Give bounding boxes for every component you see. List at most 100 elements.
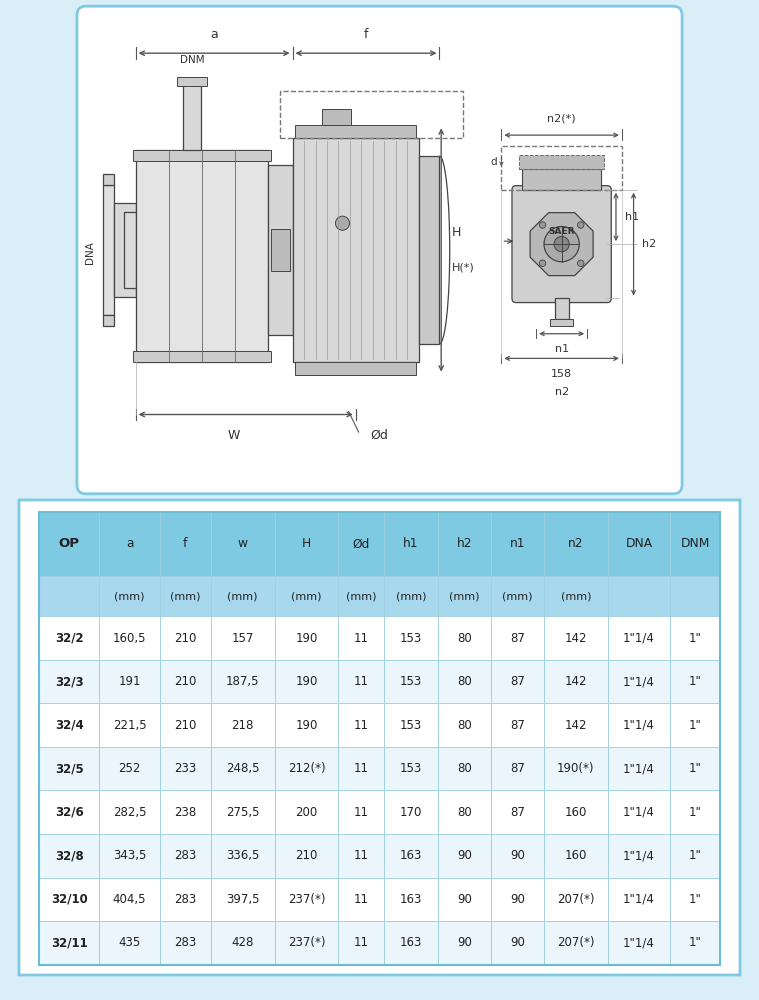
Bar [608, 878, 670, 921]
Text: 163: 163 [400, 936, 422, 949]
Text: 1"1/4: 1"1/4 [623, 762, 655, 775]
Bar [275, 512, 339, 576]
Text: 90: 90 [457, 849, 471, 862]
Text: Ød: Ød [370, 429, 389, 442]
Text: a: a [210, 28, 218, 41]
Bar [271, 229, 290, 271]
Bar [608, 576, 670, 616]
Text: 283: 283 [174, 849, 197, 862]
Bar [438, 616, 491, 660]
Text: 153: 153 [400, 632, 422, 645]
Bar [385, 703, 438, 747]
Bar [159, 660, 211, 703]
Bar [491, 512, 544, 576]
Circle shape [544, 227, 579, 262]
Bar [103, 315, 114, 326]
Text: 1"1/4: 1"1/4 [623, 849, 655, 862]
Bar [339, 703, 385, 747]
Bar [295, 362, 416, 375]
Bar [385, 878, 438, 921]
Text: H: H [302, 537, 311, 550]
Bar [670, 616, 720, 660]
Text: 80: 80 [457, 632, 471, 645]
Bar [438, 747, 491, 790]
Text: (mm): (mm) [291, 591, 322, 601]
Bar [419, 156, 439, 344]
Text: 80: 80 [457, 675, 471, 688]
Circle shape [540, 222, 546, 228]
Bar [211, 834, 275, 878]
Text: 11: 11 [354, 675, 369, 688]
Bar [275, 660, 339, 703]
Text: 11: 11 [354, 632, 369, 645]
Bar [211, 747, 275, 790]
Bar [385, 921, 438, 965]
Bar [385, 834, 438, 878]
Bar [670, 878, 720, 921]
Bar [491, 878, 544, 921]
Bar [211, 616, 275, 660]
Text: 160,5: 160,5 [113, 632, 146, 645]
Text: 200: 200 [295, 806, 317, 819]
Bar [39, 512, 99, 576]
Bar [544, 921, 608, 965]
Text: 153: 153 [400, 675, 422, 688]
Bar [275, 576, 339, 616]
Text: 32/5: 32/5 [55, 762, 83, 775]
Bar [438, 790, 491, 834]
Bar [438, 660, 491, 703]
Text: d: d [490, 157, 497, 167]
Text: 87: 87 [510, 806, 524, 819]
Bar [39, 834, 99, 878]
Bar [211, 921, 275, 965]
Text: DNA: DNA [625, 537, 653, 550]
Text: SAER: SAER [548, 227, 575, 236]
Bar [159, 576, 211, 616]
Text: 87: 87 [510, 719, 524, 732]
Text: h2: h2 [456, 537, 472, 550]
Bar [544, 576, 608, 616]
Text: 142: 142 [565, 632, 587, 645]
Text: 1": 1" [688, 893, 701, 906]
Text: 90: 90 [510, 893, 524, 906]
Text: W: W [228, 429, 240, 442]
Bar [502, 146, 622, 190]
Circle shape [335, 216, 350, 230]
Bar [339, 512, 385, 576]
Text: h1: h1 [625, 212, 639, 222]
Bar [99, 834, 159, 878]
Text: 238: 238 [174, 806, 197, 819]
Text: 397,5: 397,5 [226, 893, 260, 906]
Circle shape [540, 260, 546, 266]
Bar [491, 660, 544, 703]
Bar [555, 298, 568, 319]
Bar [159, 703, 211, 747]
Text: 32/3: 32/3 [55, 675, 83, 688]
Text: 90: 90 [457, 893, 471, 906]
Text: 190(*): 190(*) [557, 762, 594, 775]
Text: n1: n1 [509, 537, 525, 550]
Text: 207(*): 207(*) [557, 936, 594, 949]
Text: 11: 11 [354, 936, 369, 949]
Text: Ød: Ød [353, 537, 370, 550]
Bar [670, 747, 720, 790]
Text: 32/2: 32/2 [55, 632, 83, 645]
Text: 233: 233 [174, 762, 197, 775]
Text: h1: h1 [403, 537, 419, 550]
Circle shape [578, 260, 584, 266]
Bar [39, 703, 99, 747]
Text: 212(*): 212(*) [288, 762, 326, 775]
Bar [177, 77, 207, 86]
Text: 190: 190 [295, 632, 318, 645]
Text: OP: OP [58, 537, 80, 550]
Bar [544, 660, 608, 703]
Bar [491, 703, 544, 747]
Bar [385, 660, 438, 703]
Bar [39, 747, 99, 790]
Bar [159, 747, 211, 790]
Bar [385, 747, 438, 790]
Bar [339, 921, 385, 965]
Text: (mm): (mm) [395, 591, 427, 601]
Text: 237(*): 237(*) [288, 936, 325, 949]
Bar [275, 790, 339, 834]
